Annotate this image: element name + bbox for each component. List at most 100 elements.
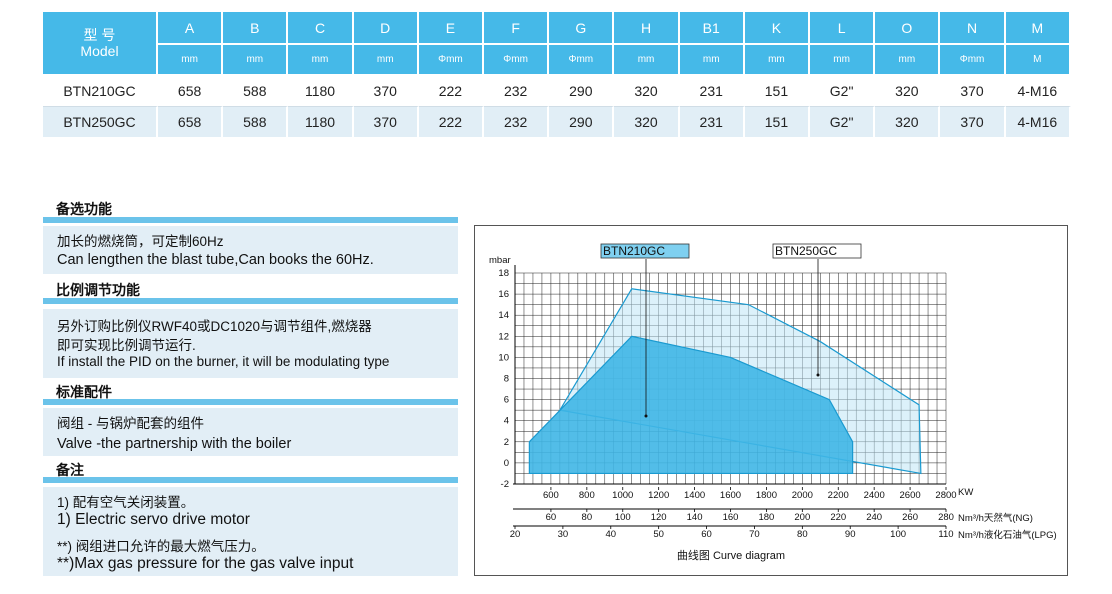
x-tick-label: 1400 [684,490,705,501]
table-cell: 151 [744,74,811,106]
table-cell: 370 [353,74,419,106]
column-header-d: D [353,12,419,43]
section-divider [43,477,458,483]
x-tick-label: 90 [845,529,856,540]
series-area-btn210gc [528,335,854,475]
table-cell: 290 [549,74,615,106]
x-tick-label: 2800 [935,490,956,501]
table-cell: 658 [158,106,224,137]
model-header-en: Model [80,43,119,59]
remark-line-2: 1) Electric servo drive motor [57,511,250,528]
x-tick-label: 1000 [612,490,633,501]
x-tick-label: 600 [543,490,559,501]
standard-line-en: Valve -the partnership with the boiler [57,436,292,452]
x-tick-label: 240 [866,512,882,523]
section-divider [43,217,458,223]
x-tick-label: 80 [797,529,808,540]
x-tick-label: 2000 [792,490,813,501]
column-header-h: H [614,12,680,43]
remark-line-3: **) 阀组进口允许的最大燃气压力。 [57,539,265,554]
table-cell: 4-M16 [1005,106,1071,137]
table-cell: 290 [549,106,615,137]
column-header-k: K [744,12,811,43]
x-tick-label: 220 [830,512,846,523]
section-box-remarks [43,487,458,576]
section-box-proportional [43,309,458,378]
y-tick-label: 4 [504,416,509,427]
table-cell: G2" [810,74,876,106]
series-label-btn250gc: BTN250GC [775,244,837,258]
y-tick-label: 14 [498,310,509,321]
y-tick-label: 16 [498,289,509,300]
x-axis-unit-label: Nm³/h天然气(NG) [958,512,1033,524]
optional-line-cn: 加长的燃烧筒，可定制60Hz [57,234,224,249]
x-tick-label: 50 [653,529,664,540]
table-cell: 370 [940,106,1006,137]
series-label-btn210gc: BTN210GC [603,244,665,258]
table-cell: 1180 [288,106,354,137]
section-divider [43,298,458,304]
standard-line-cn: 阀组 - 与锅炉配套的组件 [57,416,204,431]
table-cell: 370 [353,106,419,137]
table-cell: 231 [679,74,745,106]
column-unit: mm [875,43,941,74]
section-title-proportional: 比例调节功能 [56,282,140,298]
column-unit: Φmm [484,43,550,74]
x-tick-label: 2600 [900,490,921,501]
y-tick-label: 0 [504,458,509,469]
y-tick-label: 10 [498,352,509,363]
table-row: BTN250GC 658 588 1180 370 222 232 290 320 231 151 G… [43,106,1071,137]
table-cell: 658 [158,74,224,106]
x-tick-label: 40 [605,529,616,540]
column-header-o: O [875,12,941,43]
x-tick-label: 1800 [756,490,777,501]
model-header-cn: 型 号 [83,27,116,43]
column-unit: M [1005,43,1071,74]
x-tick-label: 110 [938,529,953,540]
column-unit: Φmm [940,43,1006,74]
remark-line-4: **)Max gas pressure for the gas valve in… [57,555,354,572]
series-leader-dot [816,373,820,377]
y-tick-label: 8 [504,374,509,385]
model-header: 型 号 Model [43,12,158,74]
column-header-c: C [288,12,354,43]
y-tick-label: 6 [504,395,509,406]
x-tick-label: 60 [701,529,712,540]
table-cell: 232 [484,106,550,137]
column-header-b: B [223,12,289,43]
y-tick-label: 18 [498,268,509,279]
y-axis-label: mbar [489,255,511,266]
series-label-box [772,243,862,259]
x-tick-label: 200 [794,512,810,523]
x-tick-label: 1200 [648,490,669,501]
column-unit: mm [223,43,289,74]
column-header-f: F [484,12,550,43]
column-header-g: G [549,12,615,43]
column-header-b1: B1 [679,12,745,43]
model-cell: BTN210GC [43,74,158,106]
column-header-m: M [1005,12,1071,43]
column-unit: Φmm [418,43,485,74]
section-box-optional [43,226,458,274]
x-tick-label: 100 [615,512,631,523]
proportional-line-2: 即可实现比例调节运行. [57,338,196,353]
table-cell: 231 [679,106,745,137]
column-unit: Φmm [549,43,615,74]
x-tick-label: 1600 [720,490,741,501]
x-tick-label: 160 [723,512,739,523]
section-divider [43,399,458,405]
model-cell: BTN250GC [43,106,158,137]
table-cell: 222 [418,106,485,137]
section-title-remarks: 备注 [56,462,84,478]
column-unit: mm [288,43,354,74]
column-header-l: L [810,12,876,43]
x-tick-label: 60 [546,512,557,523]
table-cell: 320 [875,106,941,137]
x-tick-label: 80 [582,512,593,523]
column-header-n: N [940,12,1006,43]
section-title-optional: 备选功能 [56,201,112,217]
table-cell: 320 [875,74,941,106]
x-tick-label: 800 [579,490,595,501]
curve-diagram: BTN210GC BTN250GC mbar -2 0 2 4 6 8 10 12 14 16 18 600… [474,225,1068,576]
x-tick-label: 30 [558,529,569,540]
